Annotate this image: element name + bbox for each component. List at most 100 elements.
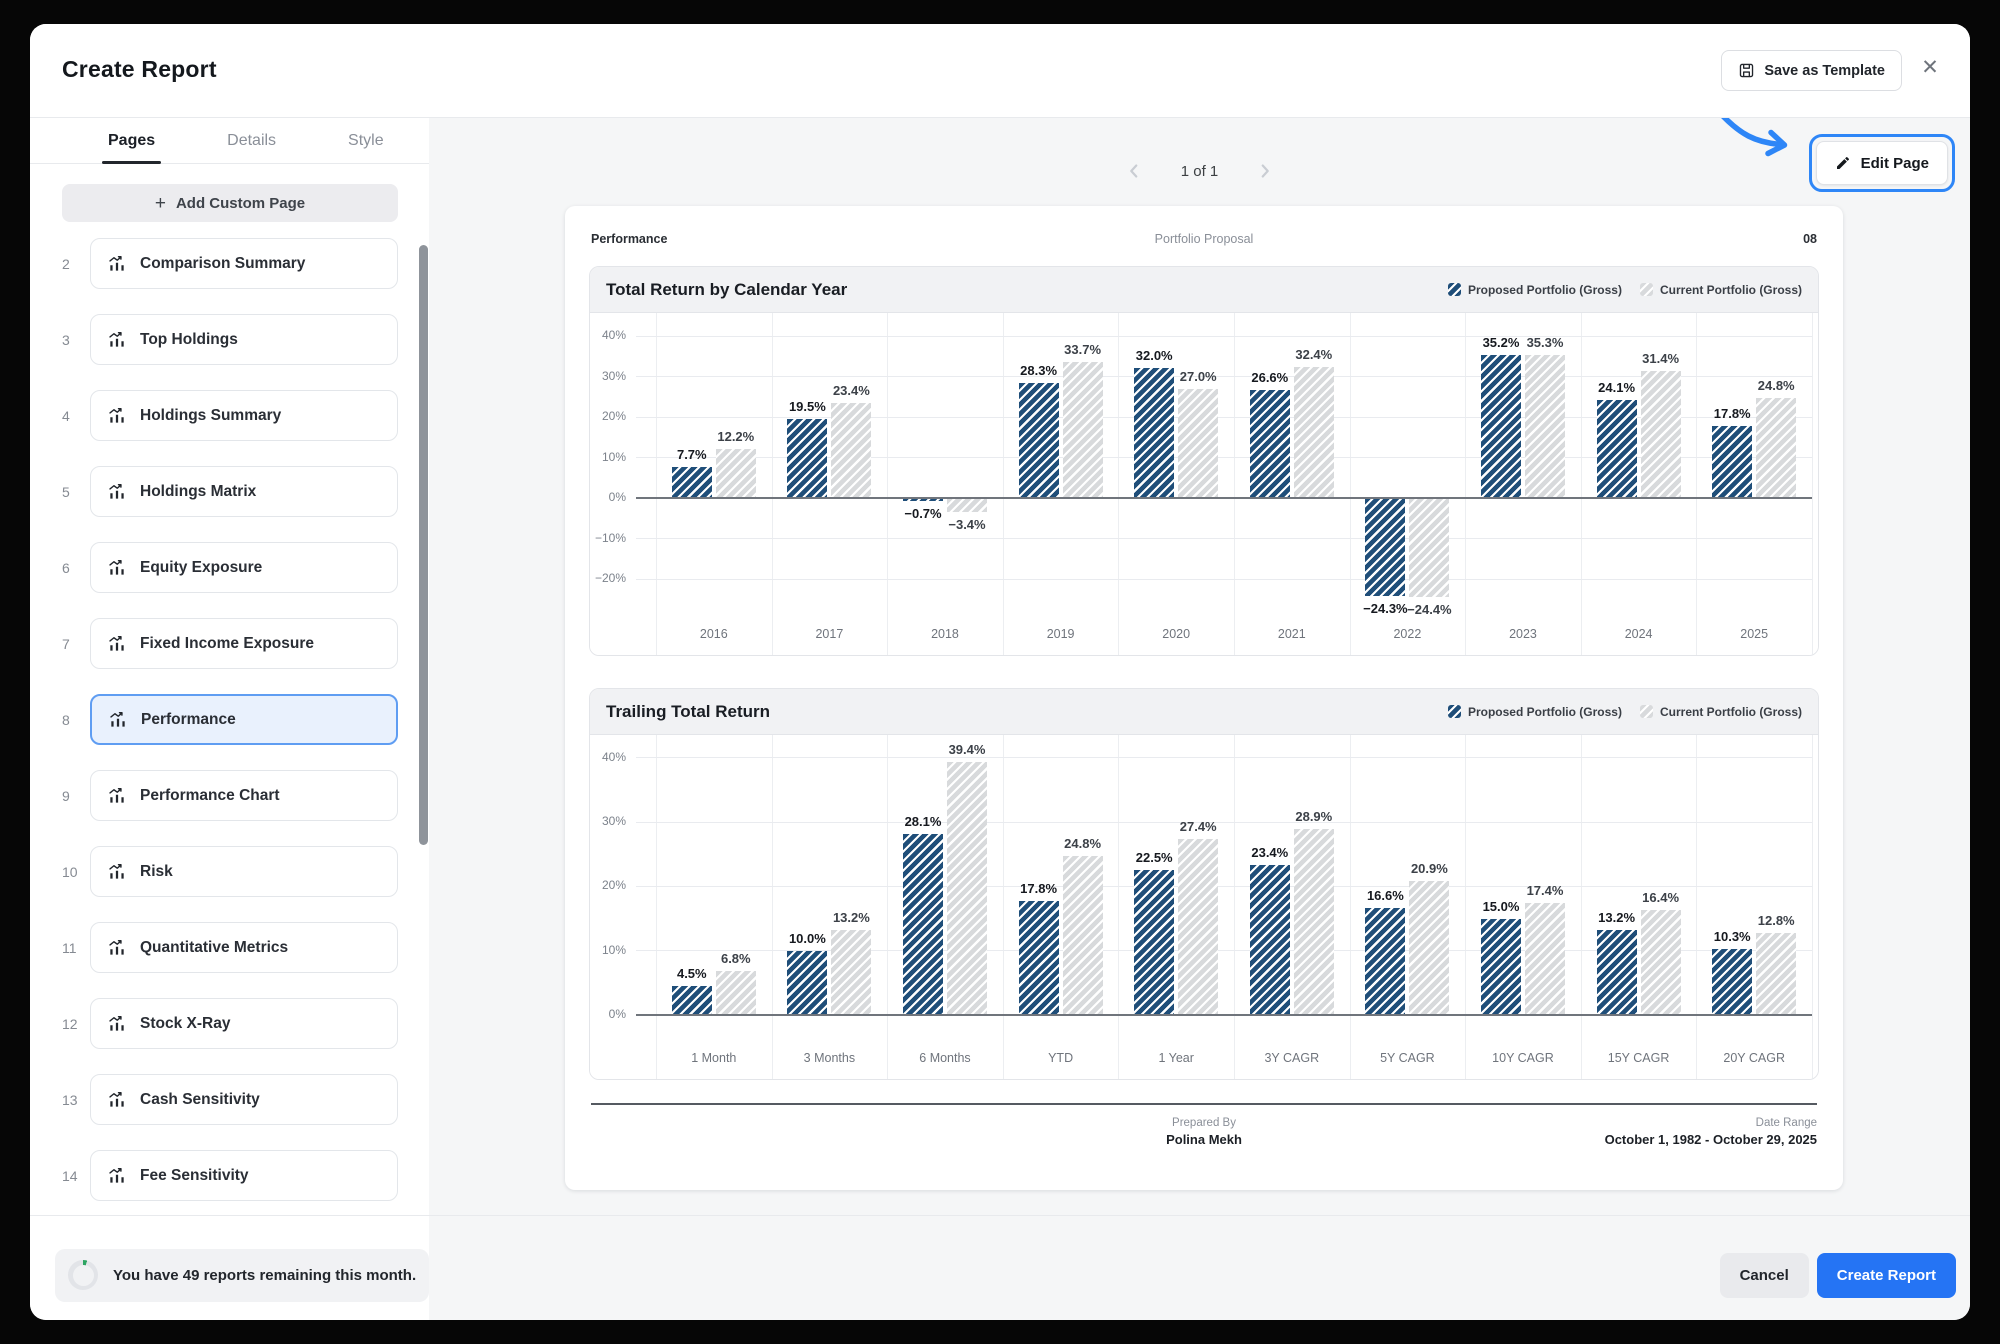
dialog-title: Create Report: [62, 56, 217, 82]
add-custom-page-button[interactable]: + Add Custom Page: [62, 184, 398, 222]
sidebar-item-fixed-income-exposure[interactable]: Fixed Income Exposure: [90, 618, 398, 669]
chevron-right-icon[interactable]: [1254, 160, 1276, 182]
sidebar-item-holdings-summary[interactable]: Holdings Summary: [90, 390, 398, 441]
page-item-label: Holdings Matrix: [140, 482, 257, 500]
save-as-template-button[interactable]: Save as Template: [1721, 50, 1902, 91]
bar-value-label: 13.2%: [1598, 910, 1636, 926]
bar-current: [1293, 366, 1334, 498]
page-item-label: Equity Exposure: [140, 558, 263, 576]
preview-area: 1 of 1 Edit Page Pe: [429, 118, 1970, 1215]
usage-donut-icon: [68, 1260, 98, 1290]
sidebar-item-top-holdings[interactable]: Top Holdings: [90, 314, 398, 365]
bar-value-label: 24.8%: [1757, 377, 1795, 393]
x-axis-label: 2019: [1046, 627, 1075, 641]
bar-value-label: 7.7%: [676, 446, 707, 462]
sidebar-item-fee-sensitivity[interactable]: Fee Sensitivity: [90, 1150, 398, 1201]
tab-pages[interactable]: Pages: [102, 118, 162, 164]
create-report-button[interactable]: Create Report: [1816, 1252, 1956, 1298]
bar-proposed: [903, 498, 943, 501]
gridline: [636, 821, 1812, 823]
sidebar-item-holdings-matrix[interactable]: Holdings Matrix: [90, 466, 398, 517]
page-number: 13: [62, 1091, 78, 1108]
bar-value-label: 12.2%: [717, 428, 755, 444]
sidebar-item-performance-chart[interactable]: Performance Chart: [90, 770, 398, 821]
dialog-footer: You have 49 reports remaining this month…: [30, 1215, 1970, 1320]
bar-current: [1062, 855, 1103, 1015]
x-axis-label: 3 Months: [803, 1051, 856, 1065]
charts-container: Total Return by Calendar Year Proposed Po…: [589, 266, 1819, 1080]
x-axis-label: 2023: [1509, 627, 1537, 641]
bar-value-label: −0.7%: [904, 505, 942, 521]
bar-current: [1756, 932, 1797, 1015]
bar-proposed: [1365, 498, 1406, 597]
y-axis-tick: 10%: [601, 449, 626, 464]
edit-page-button[interactable]: Edit Page: [1815, 141, 1948, 185]
bar-proposed: [1365, 908, 1406, 1015]
sidebar-item-stock-x-ray[interactable]: Stock X-Ray: [90, 998, 398, 1049]
sidebar-scrollbar[interactable]: [419, 245, 428, 845]
report-footer-divider: [591, 1103, 1817, 1105]
page-list-row: 5 Holdings Matrix: [30, 466, 429, 517]
chart-icon: [107, 1014, 127, 1034]
bar-value-label: 24.1%: [1598, 380, 1636, 396]
page-list-row: 2 Comparison Summary: [30, 238, 429, 289]
page-item-label: Holdings Summary: [140, 406, 282, 424]
sidebar-item-cash-sensitivity[interactable]: Cash Sensitivity: [90, 1074, 398, 1125]
close-icon[interactable]: ✕: [1921, 55, 1939, 79]
sidebar-item-comparison-summary[interactable]: Comparison Summary: [90, 238, 398, 289]
page-item-label: Risk: [140, 862, 173, 880]
bar-value-label: 17.8%: [1020, 880, 1058, 896]
y-axis-tick: 40%: [601, 328, 626, 342]
x-axis-label: YTD: [1048, 1051, 1074, 1065]
bar-proposed: [1018, 383, 1059, 498]
bar-value-label: −3.4%: [948, 516, 986, 532]
page-item-label: Performance Chart: [140, 786, 280, 804]
y-axis-tick: 0%: [608, 490, 626, 504]
sidebar-item-performance[interactable]: Performance: [90, 694, 398, 745]
bar-current: [1409, 880, 1450, 1015]
reports-remaining-pill: You have 49 reports remaining this month…: [55, 1248, 429, 1302]
page-number: 5: [62, 483, 70, 500]
chart-header: Trailing Total Return Proposed Portfolio …: [590, 689, 1818, 735]
column-gridline: [1349, 313, 1351, 655]
tab-style[interactable]: Style: [348, 131, 384, 149]
y-axis-tick: 0%: [608, 1007, 626, 1021]
sidebar-item-equity-exposure[interactable]: Equity Exposure: [90, 542, 398, 593]
cancel-button[interactable]: Cancel: [1719, 1252, 1809, 1298]
page-number: 10: [62, 863, 78, 880]
bar-value-label: 32.0%: [1135, 348, 1173, 364]
footer-spacer: [591, 1117, 1000, 1147]
page-number: 6: [62, 559, 70, 576]
column-gridline: [1234, 313, 1235, 655]
page-item-label: Stock X-Ray: [140, 1014, 231, 1032]
page-item-label: Comparison Summary: [140, 254, 306, 272]
bar-value-label: 28.3%: [1020, 363, 1058, 379]
legend-item: Proposed Portfolio (Gross): [1447, 283, 1622, 297]
chart-icon: [107, 330, 127, 350]
save-icon: [1738, 62, 1755, 79]
bar-value-label: 24.8%: [1064, 835, 1102, 851]
x-axis-label: 20Y CAGR: [1723, 1051, 1785, 1065]
sidebar-item-risk[interactable]: Risk: [90, 846, 398, 897]
gridline: [636, 538, 1812, 539]
bar-proposed: [1018, 900, 1059, 1015]
proposed-swatch: [1447, 283, 1461, 296]
bar-value-label: 6.8%: [720, 951, 751, 967]
gridline: [636, 578, 1812, 580]
bar-value-label: 26.6%: [1251, 370, 1289, 386]
column-gridline: [1812, 735, 1813, 1079]
bar-value-label: −24.4%: [1407, 601, 1452, 617]
page-pagination: 1 of 1: [429, 160, 1970, 182]
bar-value-label: 19.5%: [788, 399, 826, 415]
tab-details[interactable]: Details: [227, 131, 277, 149]
edit-page-arrow-annotation: [1721, 118, 1788, 157]
chevron-left-icon[interactable]: [1123, 160, 1145, 182]
bar-proposed: [1712, 425, 1753, 498]
bar-value-label: 28.9%: [1295, 809, 1333, 825]
x-axis-label: 2020: [1162, 627, 1191, 641]
page-item-label: Cash Sensitivity: [140, 1090, 260, 1108]
legend-item: Current Portfolio (Gross): [1639, 705, 1802, 719]
bar-proposed: [1249, 390, 1290, 498]
bar-value-label: 4.5%: [676, 966, 707, 982]
sidebar-item-quantitative-metrics[interactable]: Quantitative Metrics: [90, 922, 398, 973]
